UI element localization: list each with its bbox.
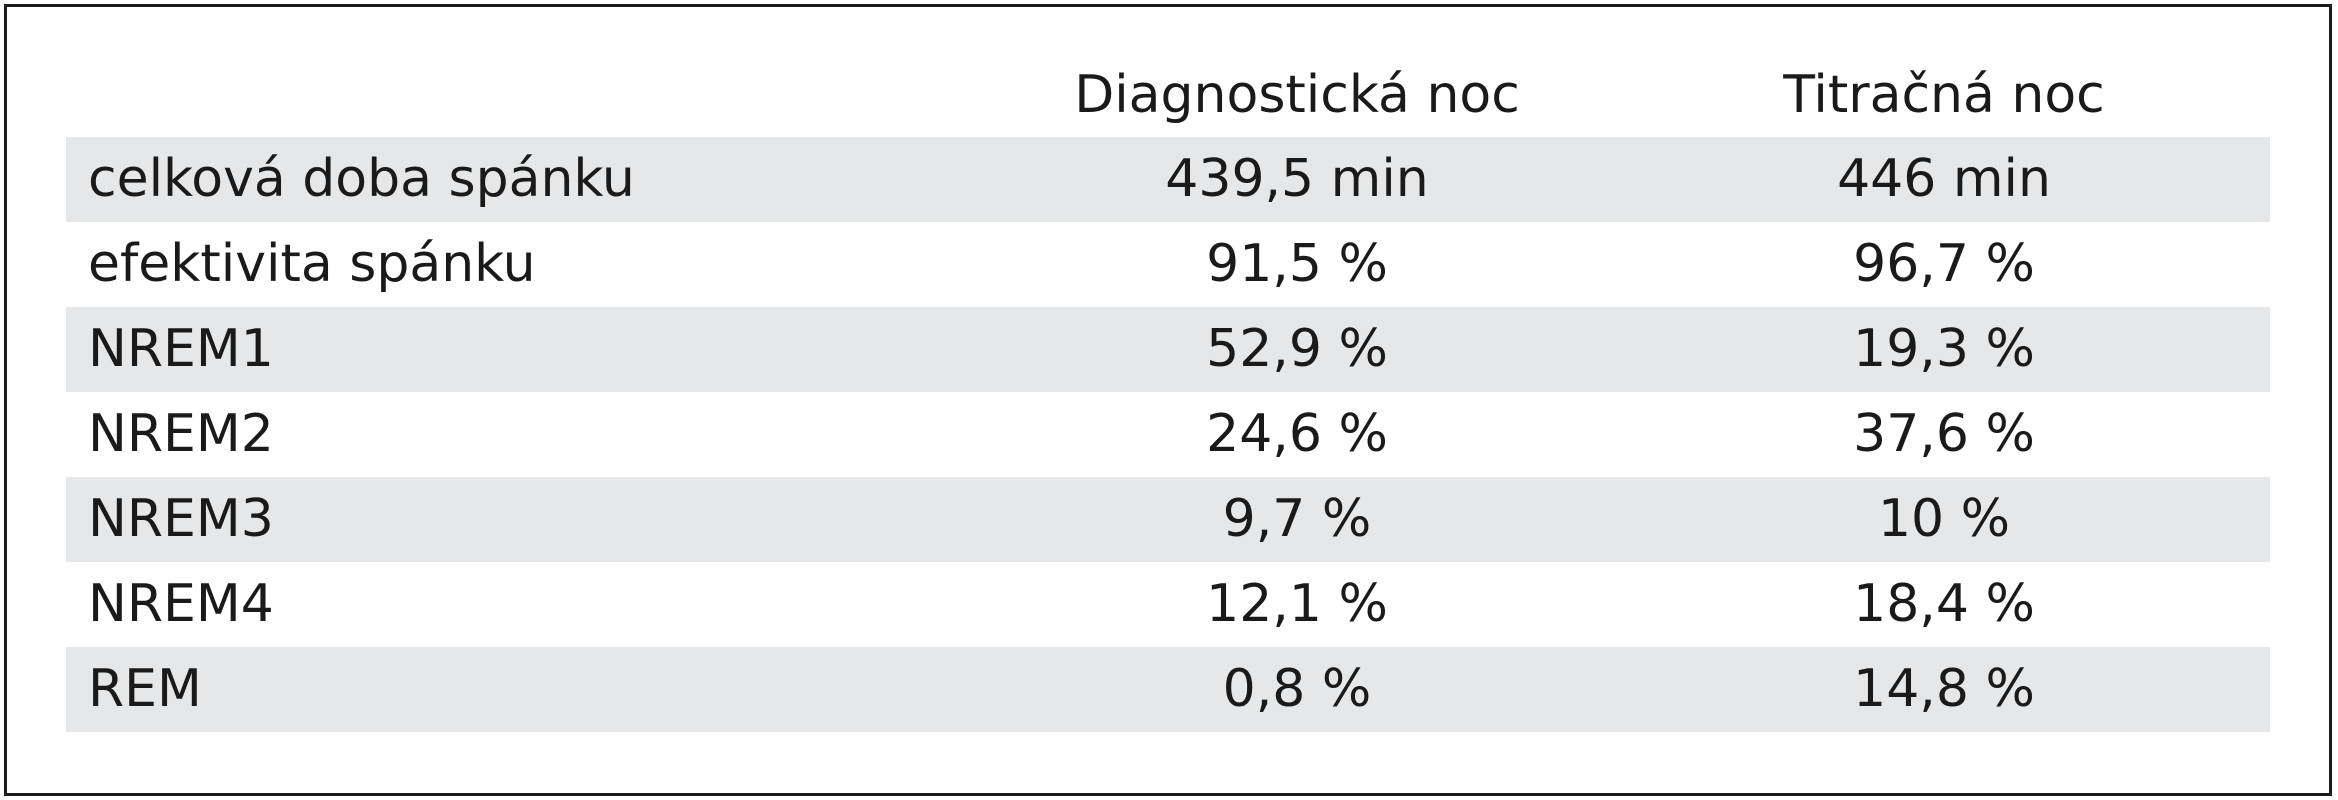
row-label: efektivita spánku: [88, 234, 536, 294]
row-label: REM: [88, 659, 202, 719]
table-cell: 439,5 min: [1165, 149, 1429, 209]
table-row: [66, 307, 2270, 392]
table-cell: 37,6 %: [1853, 404, 2035, 464]
table-cell: 10 %: [1877, 489, 2011, 549]
table-cell: 12,1 %: [1206, 574, 1388, 634]
table-row: [66, 137, 2270, 222]
table-cell: 24,6 %: [1206, 404, 1388, 464]
row-label: celková doba spánku: [88, 149, 635, 209]
row-label: NREM3: [88, 489, 274, 549]
table-cell: 96,7 %: [1853, 234, 2035, 294]
column-header: Diagnostická noc: [1074, 65, 1520, 125]
table-cell: 9,7 %: [1222, 489, 1372, 549]
table-cell: 18,4 %: [1853, 574, 2035, 634]
table-cell: 0,8 %: [1222, 659, 1372, 719]
table-cell: 52,9 %: [1206, 319, 1388, 379]
row-label: NREM1: [88, 319, 274, 379]
table-cell: 19,3 %: [1853, 319, 2035, 379]
column-header: Titračná noc: [1783, 65, 2105, 125]
table-cell: 14,8 %: [1853, 659, 2035, 719]
table-frame: Diagnostická noc Titračná noc celková doba…: [4, 4, 2332, 796]
table-cell: 91,5 %: [1206, 234, 1388, 294]
table-row: [66, 477, 2270, 562]
table-cell: 446 min: [1837, 149, 2051, 209]
row-label: NREM4: [88, 574, 274, 634]
table-row: [66, 647, 2270, 732]
row-label: NREM2: [88, 404, 274, 464]
